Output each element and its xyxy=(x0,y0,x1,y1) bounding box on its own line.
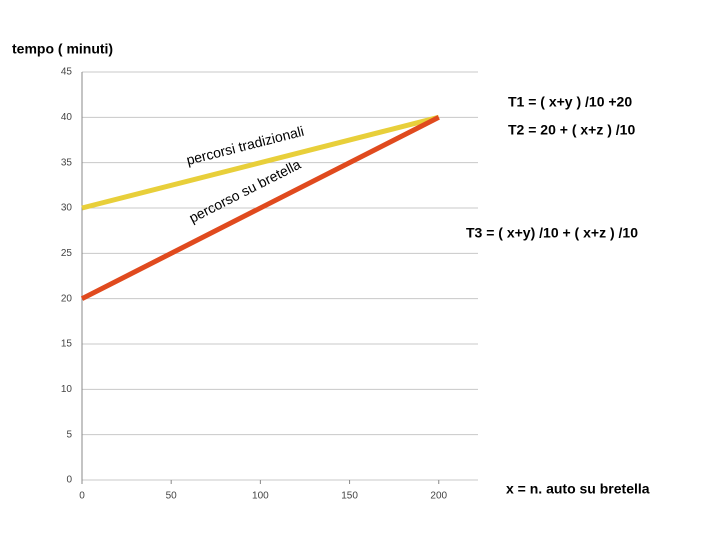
x-tick-label: 50 xyxy=(166,491,178,502)
formula: T1 = ( x+y ) /10 +20 xyxy=(508,94,632,110)
y-tick-label: 45 xyxy=(61,67,73,78)
x-tick-label: 100 xyxy=(252,491,269,502)
line xyxy=(80,115,440,301)
y-tick-label: 40 xyxy=(61,112,73,123)
x-tick-label: 200 xyxy=(430,491,447,502)
y-axis-title: tempo ( minuti) xyxy=(12,41,113,57)
x-tick-label: 150 xyxy=(341,491,358,502)
y-tick-label: 5 xyxy=(66,429,72,440)
y-tick-label: 30 xyxy=(61,203,73,214)
y-tick-label: 0 xyxy=(66,475,72,486)
line xyxy=(81,114,440,211)
y-tick-label: 20 xyxy=(61,293,73,304)
y-tick-label: 35 xyxy=(61,157,73,168)
x-tick-label: 0 xyxy=(79,491,85,502)
y-tick-label: 25 xyxy=(61,248,73,259)
y-tick-label: 15 xyxy=(61,339,73,350)
formula: T2 = 20 + ( x+z ) /10 xyxy=(508,122,635,138)
x-axis-title: x = n. auto su bretella xyxy=(506,481,650,497)
formula: T3 = ( x+y) /10 + ( x+z ) /10 xyxy=(466,225,638,241)
y-tick-label: 10 xyxy=(61,384,73,395)
